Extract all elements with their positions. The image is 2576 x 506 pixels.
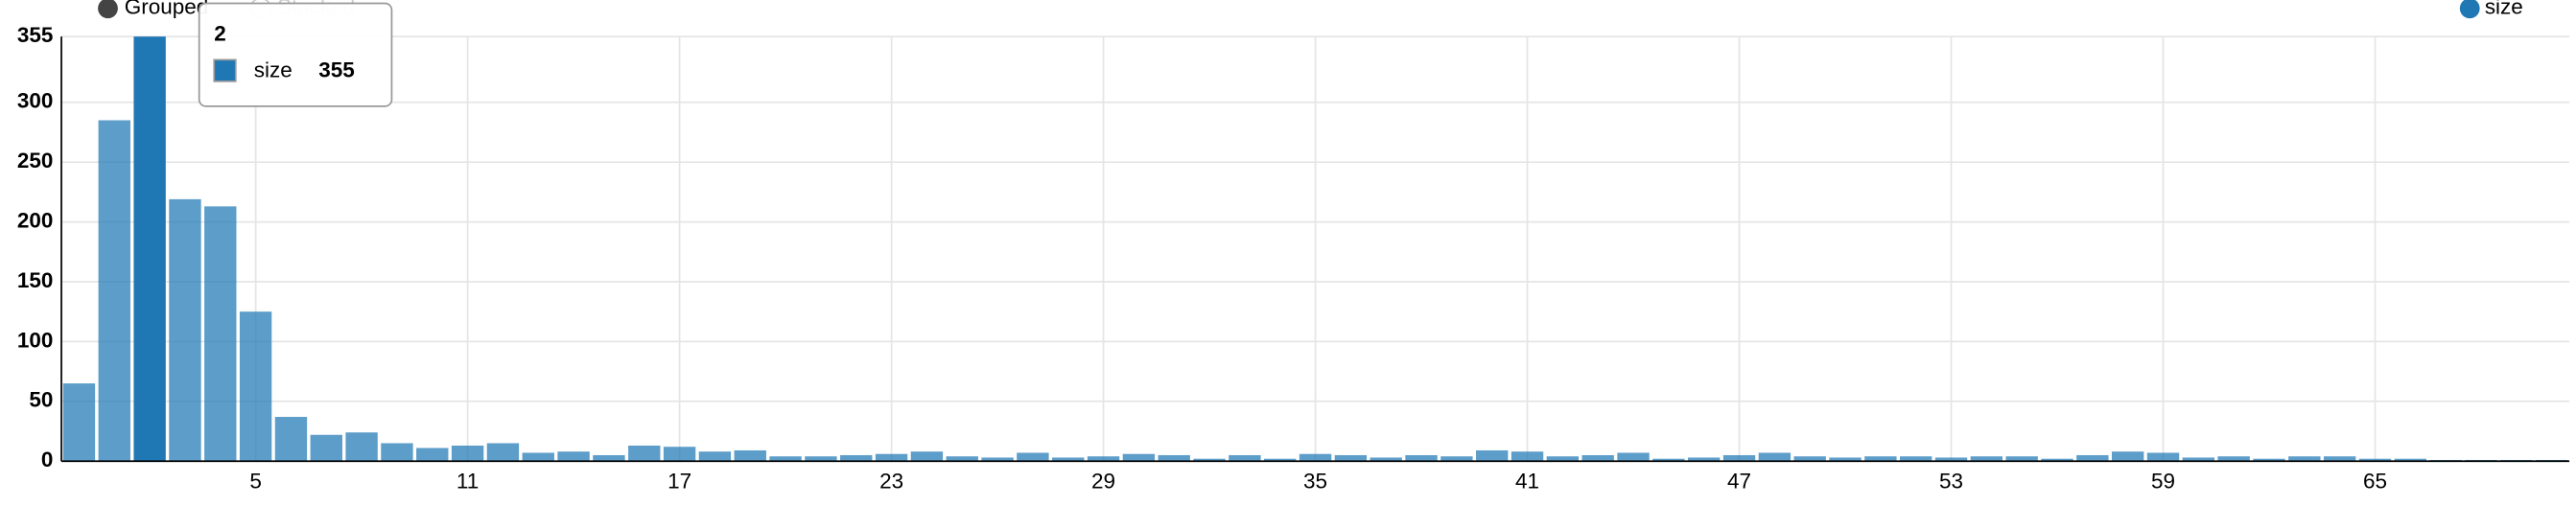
bar: [1158, 454, 1190, 462]
bar: [1052, 457, 1085, 462]
x-tick-label: 53: [1939, 470, 1963, 494]
bar: [2146, 452, 2180, 462]
bar: [1476, 449, 1509, 462]
bar: [1229, 454, 1261, 462]
bar: [1900, 456, 1932, 462]
bar: [2288, 456, 2321, 462]
bar: [2394, 458, 2427, 462]
bar: [1581, 454, 1614, 462]
bar: [381, 443, 413, 462]
bar: [557, 451, 590, 462]
y-tick-label: 100: [17, 328, 54, 352]
bar: [486, 443, 520, 462]
y-tick-label: 50: [29, 388, 53, 412]
bar: [98, 120, 130, 462]
bar: [2005, 456, 2038, 462]
bar: [628, 445, 661, 462]
bar: [840, 454, 873, 462]
x-tick-label: 65: [2363, 470, 2387, 494]
bar: [239, 311, 272, 462]
bar: [1017, 452, 1049, 462]
x-tick-label: 47: [1727, 470, 1751, 494]
bar: [1510, 451, 1544, 462]
bar: [451, 445, 484, 462]
bar: [1405, 454, 1438, 462]
bar: [1087, 456, 1120, 462]
bar: [1688, 457, 1721, 462]
bar: [62, 383, 96, 462]
x-tick-label: 59: [2151, 470, 2175, 494]
bar: [2076, 454, 2109, 462]
bar: [1440, 456, 1473, 462]
bar: [981, 457, 1014, 462]
tooltip: 2 size 355: [198, 2, 393, 107]
bar: [1652, 458, 1685, 462]
bar: [1829, 457, 1862, 462]
bar: [769, 456, 802, 462]
bar: [1970, 456, 2003, 462]
x-tick-label: 23: [879, 470, 903, 494]
bar: [910, 451, 944, 462]
bar: [2041, 458, 2073, 462]
bar: [345, 432, 378, 462]
y-tick-label: 150: [17, 268, 54, 292]
y-tick-label: 200: [17, 209, 54, 233]
bar: [1122, 453, 1156, 462]
bar: [1722, 454, 1756, 462]
y-tick-label: 355: [17, 23, 54, 47]
bar: [698, 451, 732, 462]
bar: [593, 454, 625, 462]
bar: [663, 447, 696, 462]
bar: [416, 448, 449, 462]
x-tick-label: 5: [249, 470, 262, 494]
bar: [1299, 453, 1332, 462]
bar: [1617, 452, 1650, 462]
bar: [2111, 451, 2144, 462]
control-dot[interactable]: [98, 0, 118, 19]
tooltip-series: size: [254, 58, 293, 81]
tooltip-title: 2: [214, 21, 226, 45]
bar: [1793, 456, 1826, 462]
grid: [61, 35, 2570, 463]
tooltip-swatch: [213, 58, 237, 82]
bar: [522, 452, 554, 462]
control-label[interactable]: Grouped: [125, 0, 209, 19]
bar: [2323, 456, 2356, 462]
x-tick-label: 29: [1091, 470, 1115, 494]
bar: [169, 198, 201, 462]
bar: [274, 417, 308, 462]
y-tick-label: 0: [41, 448, 54, 472]
bar: [1334, 454, 1368, 462]
bar: [734, 449, 766, 462]
y-tick-label: 300: [17, 89, 54, 113]
x-tick-label: 17: [667, 470, 691, 494]
x-tick-label: 35: [1303, 470, 1327, 494]
bar: [310, 434, 342, 462]
bar: [1934, 457, 1968, 462]
bar: [2253, 458, 2285, 462]
bar: [1546, 456, 1580, 462]
bar: [133, 36, 166, 462]
bar: [805, 456, 837, 462]
x-tick-label: 41: [1515, 470, 1539, 494]
bar: [1758, 452, 1791, 462]
bar: [204, 206, 237, 462]
bar: [2182, 457, 2215, 462]
legend-label[interactable]: size: [2485, 0, 2523, 19]
bar: [1264, 458, 1297, 462]
bar: [875, 453, 908, 462]
bar: [2217, 456, 2250, 462]
x-tick-label: 11: [457, 470, 479, 494]
bar: [1864, 456, 1897, 462]
bar: [1193, 458, 1226, 462]
bar: [2358, 458, 2392, 462]
y-tick-label: 250: [17, 149, 54, 172]
bar: [1370, 457, 1402, 462]
legend-dot[interactable]: [2459, 0, 2480, 19]
tooltip-value: 355: [318, 58, 355, 81]
tooltip-box: [198, 2, 393, 107]
bar: [946, 456, 978, 462]
